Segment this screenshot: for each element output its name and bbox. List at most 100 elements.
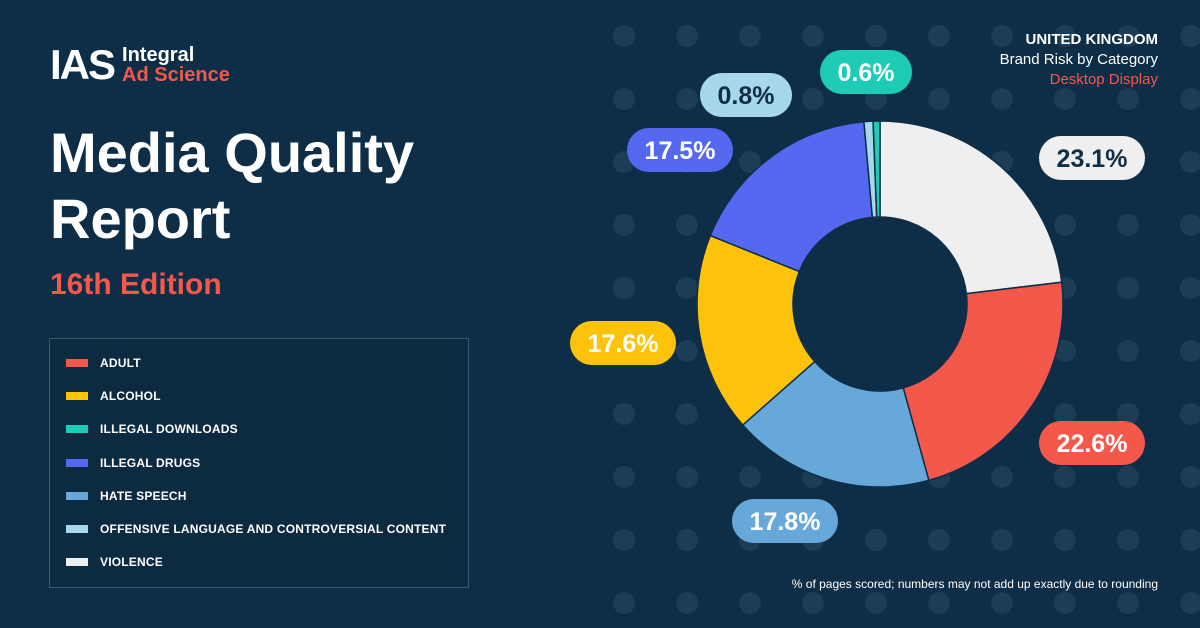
data-label-background — [700, 73, 792, 117]
background-dot — [1054, 466, 1076, 488]
data-label-background — [820, 50, 912, 94]
logo-mark: IAS — [50, 41, 116, 88]
background-dot — [1117, 214, 1139, 236]
background-dot — [928, 529, 950, 551]
data-label-pill: 0.6% — [820, 50, 912, 94]
report-title: Media Quality Report — [50, 121, 415, 250]
background-dot — [991, 529, 1013, 551]
legend-swatch — [66, 525, 88, 533]
background-dot — [613, 88, 635, 110]
background-dot — [613, 466, 635, 488]
data-label-pill: 17.6% — [570, 321, 676, 365]
background-dot — [739, 592, 761, 614]
background-dot — [613, 592, 635, 614]
platform-label: Desktop Display — [1049, 71, 1158, 88]
legend-item-adult: ADULT — [66, 355, 141, 371]
legend-item-illegal-downloads: ILLEGAL DOWNLOADS — [66, 421, 238, 437]
legend-label: OFFENSIVE LANGUAGE AND CONTROVERSIAL CON… — [100, 522, 447, 536]
background-dot — [1180, 277, 1200, 299]
ias-logo: IAS Integral Ad Science — [50, 44, 230, 86]
background-dot — [739, 25, 761, 47]
legend-label: ILLEGAL DOWNLOADS — [100, 422, 238, 436]
background-dot — [802, 88, 824, 110]
donut-slice-illegal-drugs — [709, 120, 874, 273]
background-dot — [1054, 88, 1076, 110]
background-dot — [676, 88, 698, 110]
chart-legend: ADULT ALCOHOL ILLEGAL DOWNLOADS ILLEGAL … — [49, 338, 469, 588]
background-dot — [1180, 151, 1200, 173]
data-label-pill: 0.8% — [700, 73, 792, 117]
background-dot — [1117, 25, 1139, 47]
background-dot — [613, 529, 635, 551]
background-dot — [676, 529, 698, 551]
data-label-background — [1039, 136, 1145, 180]
background-dot — [1054, 592, 1076, 614]
country-label: UNITED KINGDOM — [1025, 31, 1159, 48]
background-dot — [1117, 529, 1139, 551]
background-dot — [1054, 214, 1076, 236]
background-dot — [1117, 592, 1139, 614]
background-dot — [613, 277, 635, 299]
background-dot — [802, 25, 824, 47]
background-dot — [991, 592, 1013, 614]
background-dot — [739, 151, 761, 173]
background-dot — [1180, 214, 1200, 236]
background-dot — [802, 592, 824, 614]
background-dot — [1117, 403, 1139, 425]
legend-swatch — [66, 492, 88, 500]
data-label: 23.1% — [1057, 145, 1128, 173]
data-label-pill: 17.8% — [732, 499, 838, 543]
background-dot — [1117, 88, 1139, 110]
donut-slice-hate-speech — [741, 360, 930, 488]
legend-swatch — [66, 558, 88, 566]
legend-item-illegal-drugs: ILLEGAL DRUGS — [66, 455, 200, 471]
background-dot — [1054, 340, 1076, 362]
background-dot — [1054, 25, 1076, 47]
data-label-pill: 22.6% — [1039, 421, 1145, 465]
background-dot — [928, 88, 950, 110]
legend-swatch — [66, 425, 88, 433]
background-dot — [676, 277, 698, 299]
data-label: 17.8% — [750, 508, 821, 536]
legend-label: ALCOHOL — [100, 389, 161, 403]
legend-swatch — [66, 392, 88, 400]
background-dot — [991, 88, 1013, 110]
data-label: 0.8% — [718, 82, 775, 110]
background-dot — [1180, 25, 1200, 47]
data-label-background — [1039, 421, 1145, 465]
background-dot — [1117, 340, 1139, 362]
logo-line-2: Ad Science — [122, 64, 230, 86]
legend-label: ADULT — [100, 356, 141, 370]
background-dot — [676, 592, 698, 614]
background-dot — [676, 214, 698, 236]
background-dot — [1180, 592, 1200, 614]
background-dot — [1180, 88, 1200, 110]
data-label-background — [570, 321, 676, 365]
background-dot — [991, 25, 1013, 47]
data-label-background — [732, 499, 838, 543]
background-dot — [865, 529, 887, 551]
background-dot — [865, 25, 887, 47]
data-label: 22.6% — [1057, 430, 1128, 458]
background-dot — [613, 25, 635, 47]
background-dot — [1117, 466, 1139, 488]
legend-label: HATE SPEECH — [100, 489, 187, 503]
legend-label: VIOLENCE — [100, 555, 163, 569]
background-dot — [1180, 529, 1200, 551]
donut-slice-adult — [902, 281, 1064, 482]
logo-wordmark: Integral Ad Science — [122, 45, 230, 85]
data-label: 17.6% — [588, 330, 659, 358]
donut-slice-illegal-downloads — [872, 120, 881, 218]
donut-slice-violence — [879, 120, 1063, 295]
background-dot — [1180, 403, 1200, 425]
chart-heading: UNITED KINGDOM Brand Risk by Category De… — [1000, 30, 1158, 90]
background-dot — [1180, 466, 1200, 488]
logo-line-1: Integral — [122, 44, 195, 66]
legend-item-violence: VIOLENCE — [66, 554, 163, 570]
legend-swatch — [66, 359, 88, 367]
data-label-background — [627, 128, 733, 172]
data-label-pill: 23.1% — [1039, 136, 1145, 180]
legend-item-alcohol: ALCOHOL — [66, 388, 161, 404]
background-dot — [613, 403, 635, 425]
background-dot — [613, 214, 635, 236]
